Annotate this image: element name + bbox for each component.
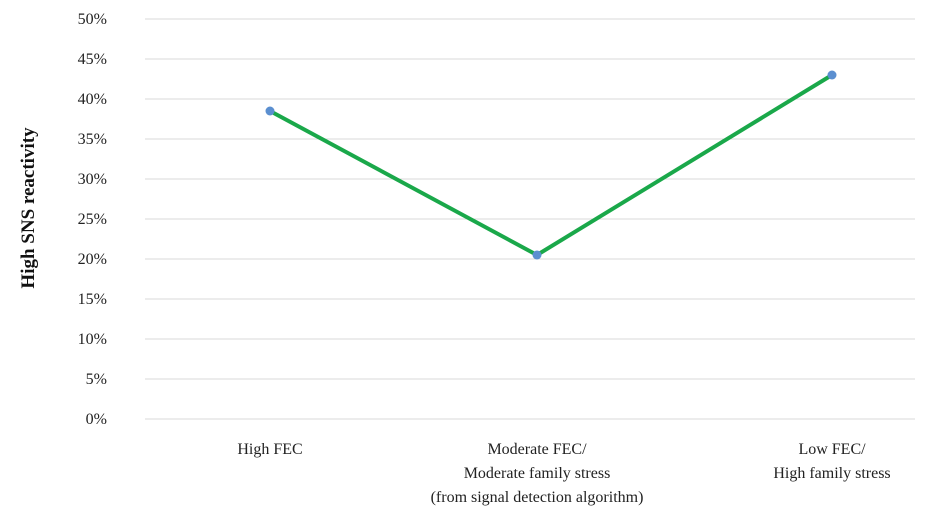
y-tick-label: 30%: [78, 171, 107, 188]
y-tick-label: 40%: [78, 91, 107, 108]
y-tick-label: 15%: [78, 291, 107, 308]
y-tick-label: 25%: [78, 211, 107, 228]
x-category-label-line: Moderate family stress: [464, 465, 611, 482]
series-group: [265, 70, 837, 260]
gridlines: [145, 18, 915, 420]
y-tick-label: 5%: [86, 371, 107, 388]
y-tick-label: 35%: [78, 131, 107, 148]
y-tick-label: 0%: [86, 411, 107, 428]
y-axis-title: High SNS reactivity: [18, 127, 39, 289]
x-category-label-line: High family stress: [773, 465, 890, 482]
data-point: [532, 250, 542, 260]
x-category-label: High FEC: [237, 441, 302, 458]
x-category-label-line: High FEC: [237, 441, 302, 458]
data-point: [827, 70, 837, 80]
y-axis-ticks: 0% 5% 10% 15% 20% 25% 30% 35% 40% 45% 50%: [78, 11, 107, 428]
x-category-label-line: (from signal detection algorithm): [431, 489, 644, 506]
x-category-label: Low FEC/High family stress: [773, 441, 890, 482]
y-tick-label: 50%: [78, 11, 107, 28]
x-category-label-line: Low FEC/: [798, 441, 866, 458]
x-category-label: Moderate FEC/Moderate family stress (from…: [431, 441, 644, 506]
x-axis-categories: High FEC Moderate FEC/Moderate family str…: [237, 441, 890, 506]
data-point: [265, 106, 275, 116]
y-tick-label: 45%: [78, 51, 107, 68]
y-tick-label: 20%: [78, 251, 107, 268]
y-tick-label: 10%: [78, 331, 107, 348]
x-category-label-line: Moderate FEC/: [487, 441, 587, 458]
series-line: [268, 73, 834, 257]
